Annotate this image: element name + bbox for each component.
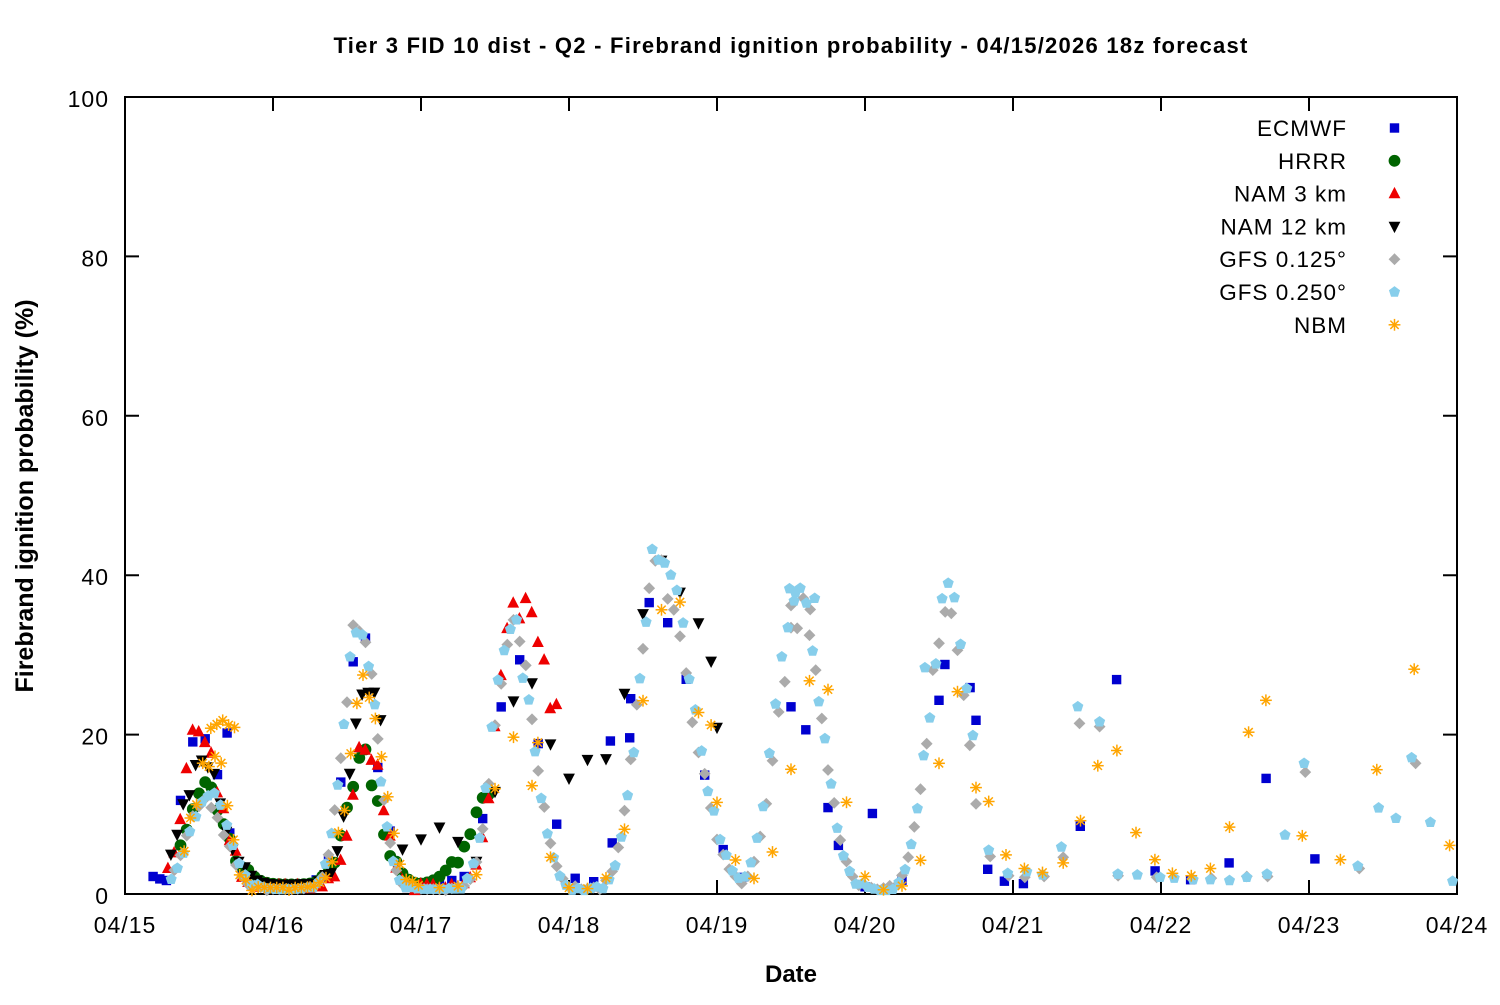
svg-text:04/17: 04/17 bbox=[390, 912, 453, 938]
svg-text:04/18: 04/18 bbox=[538, 912, 601, 938]
svg-text:80: 80 bbox=[81, 245, 109, 271]
svg-text:04/21: 04/21 bbox=[982, 912, 1045, 938]
svg-text:Firebrand ignition probability: Firebrand ignition probability (%) bbox=[11, 299, 39, 692]
svg-text:04/23: 04/23 bbox=[1278, 912, 1341, 938]
svg-text:04/15: 04/15 bbox=[94, 912, 157, 938]
svg-text:NBM: NBM bbox=[1294, 313, 1347, 338]
svg-text:100: 100 bbox=[68, 86, 109, 112]
svg-text:04/20: 04/20 bbox=[834, 912, 897, 938]
svg-text:04/22: 04/22 bbox=[1130, 912, 1193, 938]
svg-text:40: 40 bbox=[81, 564, 109, 590]
svg-text:Tier 3 FID 10 dist - Q2 - Fire: Tier 3 FID 10 dist - Q2 - Firebrand igni… bbox=[333, 33, 1248, 58]
svg-text:HRRR: HRRR bbox=[1278, 149, 1347, 174]
svg-text:04/24: 04/24 bbox=[1426, 912, 1489, 938]
svg-text:Date: Date bbox=[765, 961, 817, 988]
svg-text:20: 20 bbox=[81, 724, 109, 750]
svg-text:GFS 0.250°: GFS 0.250° bbox=[1219, 280, 1347, 305]
svg-text:04/16: 04/16 bbox=[242, 912, 305, 938]
svg-text:60: 60 bbox=[81, 405, 109, 431]
svg-text:0: 0 bbox=[95, 883, 109, 909]
svg-text:04/19: 04/19 bbox=[686, 912, 749, 938]
svg-text:GFS 0.125°: GFS 0.125° bbox=[1219, 247, 1347, 272]
svg-text:NAM 12 km: NAM 12 km bbox=[1220, 214, 1347, 239]
svg-text:ECMWF: ECMWF bbox=[1257, 116, 1347, 141]
svg-text:NAM 3 km: NAM 3 km bbox=[1234, 182, 1347, 207]
